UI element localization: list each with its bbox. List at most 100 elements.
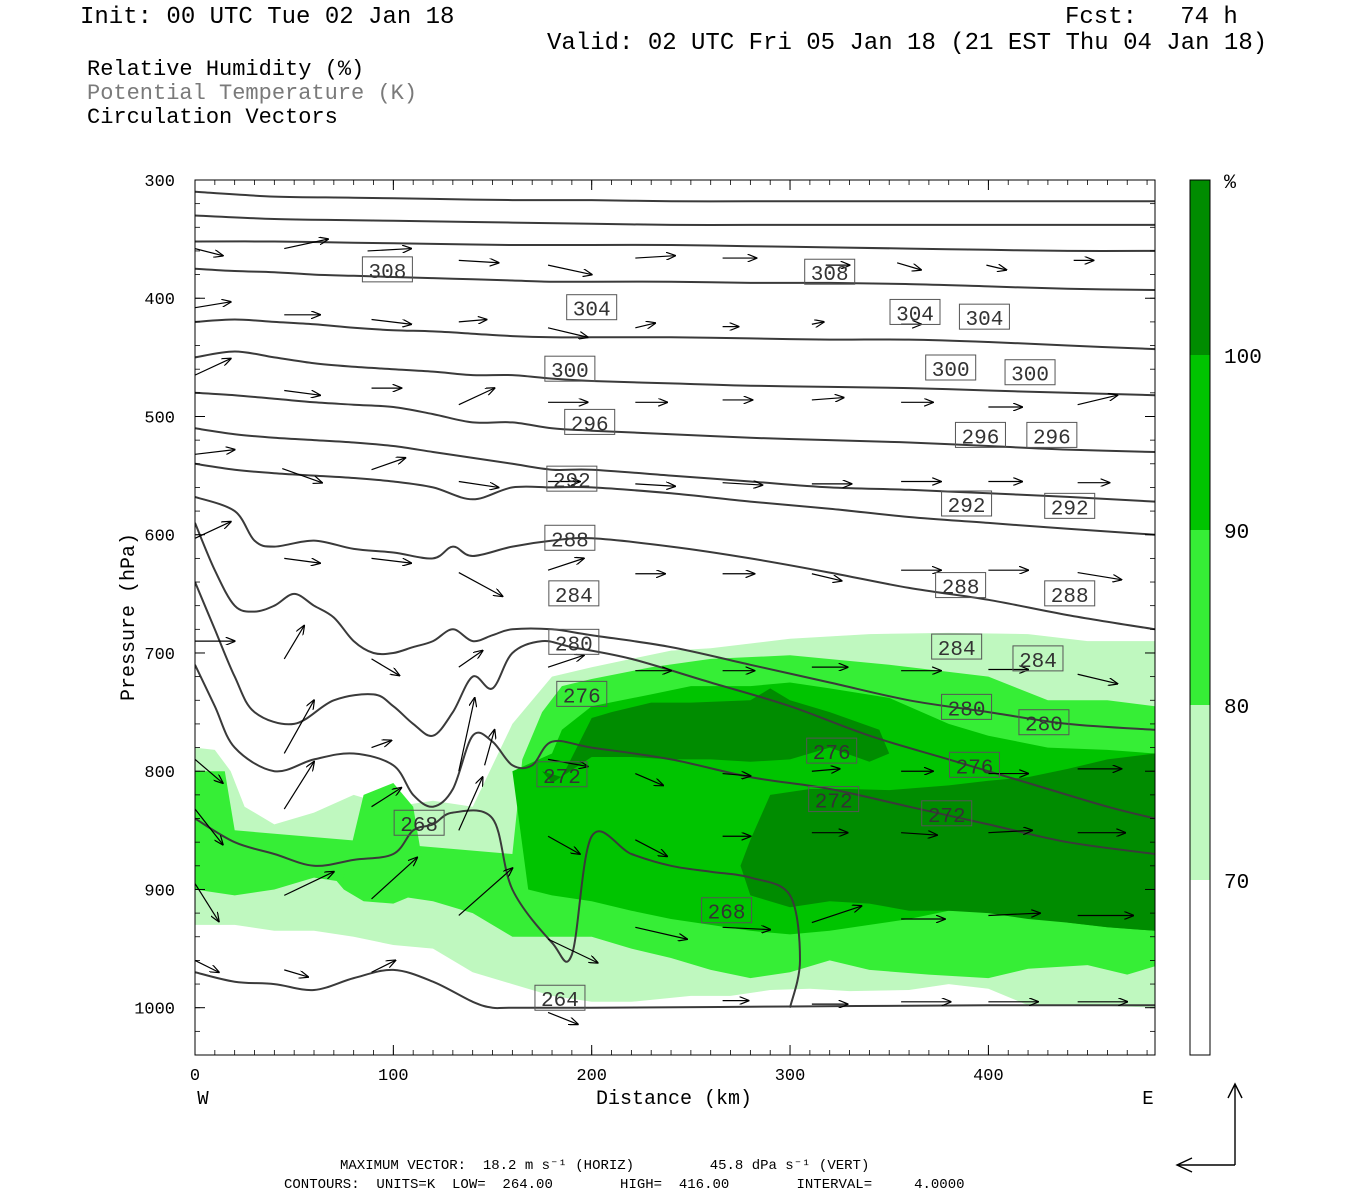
y-tick-label: 1000	[134, 1001, 175, 1020]
circulation-vector	[722, 483, 763, 485]
contour-label-text: 300	[932, 360, 970, 383]
contour-label-box	[393, 809, 445, 836]
contour-label: 288	[935, 572, 987, 601]
reference-vector-icon	[1175, 1082, 1243, 1173]
theta-contour-316	[195, 214, 1155, 226]
colorbar-level-label: 90	[1224, 522, 1249, 545]
circulation-vector	[367, 249, 412, 251]
colorbar-level-label: 80	[1224, 697, 1249, 720]
circulation-vector	[722, 927, 771, 929]
circulation-vector	[986, 265, 1006, 270]
contour-label: 304	[566, 294, 618, 323]
contour-label: 268	[393, 809, 445, 838]
contour-label: 292	[1044, 492, 1096, 521]
contour-label-box	[548, 628, 600, 655]
contour-label-box	[1044, 580, 1096, 607]
contour-label: 300	[1004, 359, 1056, 388]
contour-label: 288	[1044, 580, 1096, 609]
contour-label: 276	[556, 680, 608, 709]
circulation-vector	[195, 359, 231, 376]
contour-label-box	[566, 294, 618, 321]
contour-label: 272	[808, 786, 860, 815]
contour-label-box	[544, 524, 596, 551]
contour-label-text: 304	[966, 309, 1004, 332]
contour-label-text: 288	[551, 530, 589, 553]
theta-contour-300	[195, 350, 1155, 397]
contour-label-text: 300	[1011, 365, 1049, 388]
theta-contour-296	[195, 391, 1155, 453]
contour-label-box	[534, 984, 586, 1011]
circulation-vector	[547, 938, 598, 963]
circulation-vector	[547, 327, 588, 337]
contour-label: 284	[1012, 645, 1064, 674]
theta-contour-276	[195, 581, 1155, 820]
contour-label: 308	[361, 256, 413, 285]
contour-label: 272	[921, 800, 973, 829]
contour-label-box	[921, 800, 973, 827]
contour-label-box	[954, 421, 1006, 448]
circulation-vector	[458, 777, 483, 831]
contour-label-text: 276	[813, 743, 851, 766]
y-tick-label: 800	[144, 764, 175, 783]
theta-contour-312	[195, 240, 1155, 252]
field-label-vectors: Circulation Vectors	[87, 105, 338, 130]
circulation-vector	[547, 1011, 578, 1024]
circulation-vector	[1077, 571, 1122, 580]
contour-label-text: 296	[571, 414, 609, 437]
contour-label-text: 288	[1051, 586, 1089, 609]
contour-label-box	[925, 354, 977, 381]
circulation-vector	[1077, 395, 1118, 406]
theta-contour-268	[195, 809, 802, 1008]
theta-contour-320	[195, 190, 1155, 203]
circulation-vector	[195, 522, 231, 539]
colorbar-frame	[1189, 179, 1211, 1056]
circulation-vector	[1077, 673, 1118, 683]
contour-label-box	[806, 737, 858, 764]
theta-contour-288	[195, 462, 1155, 536]
contour-label: 268	[701, 897, 753, 926]
contour-label-box	[1026, 421, 1078, 448]
x-tick-label: 300	[775, 1067, 806, 1086]
circulation-vector	[722, 774, 751, 776]
contour-label-box	[361, 256, 413, 283]
contour-label-box	[536, 761, 588, 788]
colorbar-level-label: 100	[1224, 347, 1262, 370]
contour-label-box	[1018, 709, 1070, 736]
colorbar-unit: %	[1224, 172, 1237, 195]
contour-label-text: 268	[400, 815, 438, 838]
circulation-vector	[284, 239, 328, 250]
contour-label-text: 308	[811, 264, 849, 287]
colorbar-segment	[1190, 530, 1210, 705]
contour-label-text: 268	[708, 903, 746, 926]
circulation-vector	[284, 389, 320, 395]
forecast-hour: Fcst: 74 h	[1065, 4, 1238, 31]
y-tick-label: 700	[144, 646, 175, 665]
circulation-vector	[458, 651, 483, 668]
circulation-vector	[283, 762, 314, 810]
contour-label-text: 276	[563, 686, 601, 709]
circulation-vector	[283, 872, 334, 896]
contour-label: 304	[958, 303, 1010, 332]
contour-label-text: 284	[938, 639, 976, 662]
vector-layer	[195, 239, 1133, 1024]
circulation-vector	[547, 264, 592, 274]
circulation-vector	[458, 320, 487, 322]
contour-label-layer: 308 308 304 304 304 300 300 300 296 296 296 292 292 2…	[361, 256, 1096, 1013]
contour-label: 272	[536, 761, 588, 790]
circulation-vector	[547, 558, 584, 571]
contour-label-box	[949, 751, 1001, 778]
contour-label-text: 300	[551, 361, 589, 384]
contour-label-box	[804, 258, 856, 285]
contour-label-text: 280	[555, 634, 593, 657]
circulation-vector	[635, 323, 655, 328]
contour-label-text: 284	[1019, 651, 1057, 674]
circulation-vector	[371, 960, 396, 973]
x-axis-title: Distance (km)	[596, 1088, 752, 1111]
circulation-vector	[371, 458, 406, 471]
circulation-vector	[371, 788, 402, 808]
circulation-vector	[901, 833, 937, 835]
contour-label-text: 284	[555, 586, 593, 609]
circulation-vector	[282, 467, 322, 483]
x-tick-label: 400	[973, 1067, 1004, 1086]
circulation-vector	[458, 480, 499, 488]
